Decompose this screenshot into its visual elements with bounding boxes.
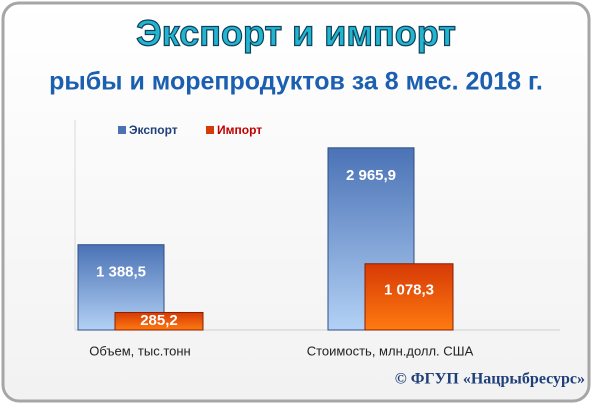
legend-swatch: [206, 126, 214, 134]
chart-subtitle: рыбы и морепродуктов за 8 мес. 2018 г.: [49, 68, 543, 96]
x-tick-label: Стоимость, млн.долл. США: [307, 343, 474, 358]
value-label: 2 965,9: [346, 167, 396, 184]
x-tick-label: Объем, тыс.тонн: [89, 343, 190, 358]
value-label: 1 078,3: [384, 282, 434, 299]
source-note: © ФГУП «Нацрыбресурс»: [395, 371, 585, 388]
frame: [1, 1, 591, 403]
legend-label: Импорт: [217, 123, 262, 137]
legend-swatch: [118, 126, 126, 134]
bar: [364, 263, 454, 331]
chart-title: Экспорт и импорт: [136, 13, 456, 54]
bar: [114, 311, 204, 331]
legend-label: Экспорт: [129, 123, 178, 137]
value-label: 1 388,5: [96, 264, 146, 281]
value-label: 285,2: [140, 312, 178, 329]
